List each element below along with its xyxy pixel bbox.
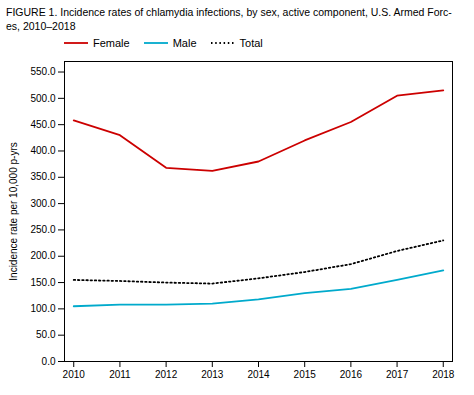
svg-text:Incidence rate per 10,000 p-yr: Incidence rate per 10,000 p-yrs (8, 143, 19, 281)
svg-text:2015: 2015 (294, 369, 317, 380)
html-text:Male: Male (172, 37, 197, 50)
svg-text:450.0: 450.0 (30, 119, 55, 130)
svg-text:2014: 2014 (247, 369, 270, 380)
svg-text:350.0: 350.0 (30, 172, 55, 183)
svg-text:2010: 2010 (63, 369, 86, 380)
svg-text:0.0: 0.0 (42, 356, 56, 367)
svg-text:2018: 2018 (432, 369, 455, 380)
html-text:FIGURE 1. Incidence rates of c: FIGURE 1. Incidence rates of chlamydia i… (6, 6, 452, 32)
svg-text:50.0: 50.0 (36, 330, 56, 341)
svg-text:400.0: 400.0 (30, 145, 55, 156)
svg-text:2016: 2016 (340, 369, 363, 380)
svg-text:550.0: 550.0 (30, 67, 55, 78)
svg-text:2012: 2012 (155, 369, 178, 380)
svg-text:300.0: 300.0 (30, 198, 55, 209)
html-text:Total: Total (239, 37, 263, 50)
svg-text:100.0: 100.0 (30, 303, 55, 314)
svg-text:250.0: 250.0 (30, 224, 55, 235)
html-text:Female: Female (93, 37, 130, 50)
svg-text:500.0: 500.0 (30, 93, 55, 104)
svg-text:2017: 2017 (386, 369, 409, 380)
svg-text:2013: 2013 (201, 369, 224, 380)
svg-text:200.0: 200.0 (30, 251, 55, 262)
svg-text:150.0: 150.0 (30, 277, 55, 288)
svg-text:2011: 2011 (109, 369, 131, 380)
